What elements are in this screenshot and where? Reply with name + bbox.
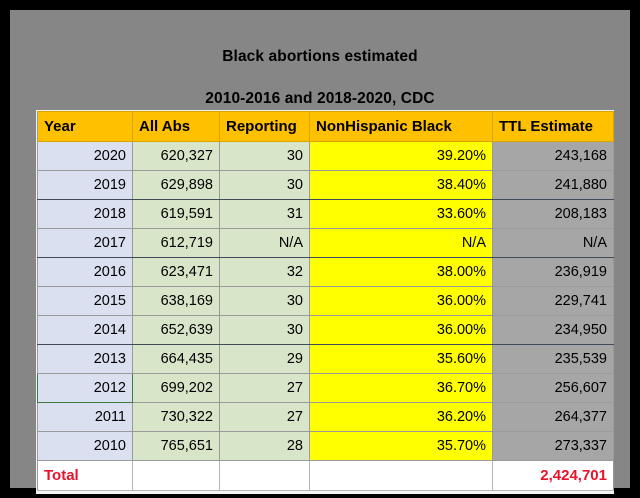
total-row: Total 2,424,701	[37, 460, 614, 491]
table-row: 2015 638,169 30 36.00% 229,741	[37, 286, 614, 316]
cell-ttl-estimate[interactable]: 273,337	[492, 431, 614, 461]
title-line-1: Black abortions estimated	[222, 48, 418, 65]
page-title: Black abortions estimated 2010-2016 and …	[10, 25, 630, 130]
abortion-estimates-table: Year All Abs Reporting NonHispanic Black…	[37, 111, 614, 491]
cell-all-abs[interactable]: 730,322	[132, 402, 220, 432]
table-footer: Total 2,424,701	[37, 460, 614, 491]
cell-reporting[interactable]: 30	[219, 315, 310, 345]
cell-reporting[interactable]: 27	[219, 373, 310, 403]
cell-all-abs[interactable]: 619,591	[132, 199, 220, 229]
total-reporting	[219, 460, 310, 491]
total-all-abs	[132, 460, 220, 491]
cell-ttl-estimate[interactable]: 264,377	[492, 402, 614, 432]
table-row: 2017 612,719 N/A N/A N/A	[37, 228, 614, 258]
cell-all-abs[interactable]: 652,639	[132, 315, 220, 345]
cell-year[interactable]: 2017	[37, 228, 133, 258]
cell-reporting[interactable]: 30	[219, 170, 310, 200]
cell-reporting[interactable]: 28	[219, 431, 310, 461]
cell-reporting[interactable]: 31	[219, 199, 310, 229]
total-label: Total	[37, 460, 133, 491]
cell-nonhispanic-black[interactable]: 38.00%	[309, 257, 493, 287]
cell-reporting[interactable]: N/A	[219, 228, 310, 258]
cell-all-abs[interactable]: 623,471	[132, 257, 220, 287]
cell-nonhispanic-black[interactable]: N/A	[309, 228, 493, 258]
cell-all-abs[interactable]: 620,327	[132, 141, 220, 171]
spreadsheet-table-container: Year All Abs Reporting NonHispanic Black…	[36, 110, 614, 494]
column-header-nonhispanic-black: NonHispanic Black	[309, 111, 493, 142]
cell-year[interactable]: 2016	[37, 257, 133, 287]
cell-year[interactable]: 2010	[37, 431, 133, 461]
cell-year[interactable]: 2014	[37, 315, 133, 345]
table-row: 2010 765,651 28 35.70% 273,337	[37, 431, 614, 461]
cell-nonhispanic-black[interactable]: 33.60%	[309, 199, 493, 229]
cell-nonhispanic-black[interactable]: 36.00%	[309, 286, 493, 316]
cell-ttl-estimate[interactable]: N/A	[492, 228, 614, 258]
cell-nonhispanic-black[interactable]: 35.60%	[309, 344, 493, 374]
cell-year[interactable]: 2013	[37, 344, 133, 374]
column-header-all-abs: All Abs	[132, 111, 220, 142]
cell-all-abs[interactable]: 638,169	[132, 286, 220, 316]
cell-year[interactable]: 2020	[37, 141, 133, 171]
cell-reporting[interactable]: 32	[219, 257, 310, 287]
cell-ttl-estimate[interactable]: 236,919	[492, 257, 614, 287]
cell-nonhispanic-black[interactable]: 36.20%	[309, 402, 493, 432]
cell-year[interactable]: 2015	[37, 286, 133, 316]
cell-ttl-estimate[interactable]: 256,607	[492, 373, 614, 403]
table-row: 2020 620,327 30 39.20% 243,168	[37, 141, 614, 171]
column-header-ttl-estimate: TTL Estimate	[492, 111, 614, 142]
cell-all-abs[interactable]: 664,435	[132, 344, 220, 374]
total-nonhispanic-black	[309, 460, 493, 491]
slide-background: Black abortions estimated 2010-2016 and …	[10, 10, 630, 494]
column-header-reporting: Reporting	[219, 111, 310, 142]
cell-ttl-estimate[interactable]: 208,183	[492, 199, 614, 229]
cell-ttl-estimate[interactable]: 241,880	[492, 170, 614, 200]
table-row: 2014 652,639 30 36.00% 234,950	[37, 315, 614, 345]
cell-ttl-estimate[interactable]: 229,741	[492, 286, 614, 316]
column-header-year: Year	[37, 111, 133, 142]
cell-nonhispanic-black[interactable]: 38.40%	[309, 170, 493, 200]
table-row: 2011 730,322 27 36.20% 264,377	[37, 402, 614, 432]
table-row: 2012 699,202 27 36.70% 256,607	[37, 373, 614, 403]
cell-ttl-estimate[interactable]: 235,539	[492, 344, 614, 374]
table-header-row: Year All Abs Reporting NonHispanic Black…	[37, 111, 614, 142]
cell-year[interactable]: 2019	[37, 170, 133, 200]
cell-nonhispanic-black[interactable]: 36.70%	[309, 373, 493, 403]
cell-year[interactable]: 2018	[37, 199, 133, 229]
cell-year[interactable]: 2011	[37, 402, 133, 432]
table-row: 2016 623,471 32 38.00% 236,919	[37, 257, 614, 287]
cell-year[interactable]: 2012	[37, 373, 133, 403]
total-ttl-estimate: 2,424,701	[492, 460, 614, 491]
table-header: Year All Abs Reporting NonHispanic Black…	[37, 111, 614, 142]
cell-nonhispanic-black[interactable]: 36.00%	[309, 315, 493, 345]
table-body: 2020 620,327 30 39.20% 243,168 2019 629,898 30 3…	[37, 141, 614, 461]
cell-nonhispanic-black[interactable]: 35.70%	[309, 431, 493, 461]
title-line-2: 2010-2016 and 2018-2020, CDC	[205, 90, 435, 107]
cell-reporting[interactable]: 30	[219, 286, 310, 316]
cell-reporting[interactable]: 27	[219, 402, 310, 432]
cell-all-abs[interactable]: 699,202	[132, 373, 220, 403]
table-row: 2018 619,591 31 33.60% 208,183	[37, 199, 614, 229]
cell-ttl-estimate[interactable]: 243,168	[492, 141, 614, 171]
cell-nonhispanic-black[interactable]: 39.20%	[309, 141, 493, 171]
cell-ttl-estimate[interactable]: 234,950	[492, 315, 614, 345]
table-row: 2013 664,435 29 35.60% 235,539	[37, 344, 614, 374]
cell-reporting[interactable]: 29	[219, 344, 310, 374]
cell-all-abs[interactable]: 629,898	[132, 170, 220, 200]
cell-all-abs[interactable]: 765,651	[132, 431, 220, 461]
cell-reporting[interactable]: 30	[219, 141, 310, 171]
table-row: 2019 629,898 30 38.40% 241,880	[37, 170, 614, 200]
cell-all-abs[interactable]: 612,719	[132, 228, 220, 258]
